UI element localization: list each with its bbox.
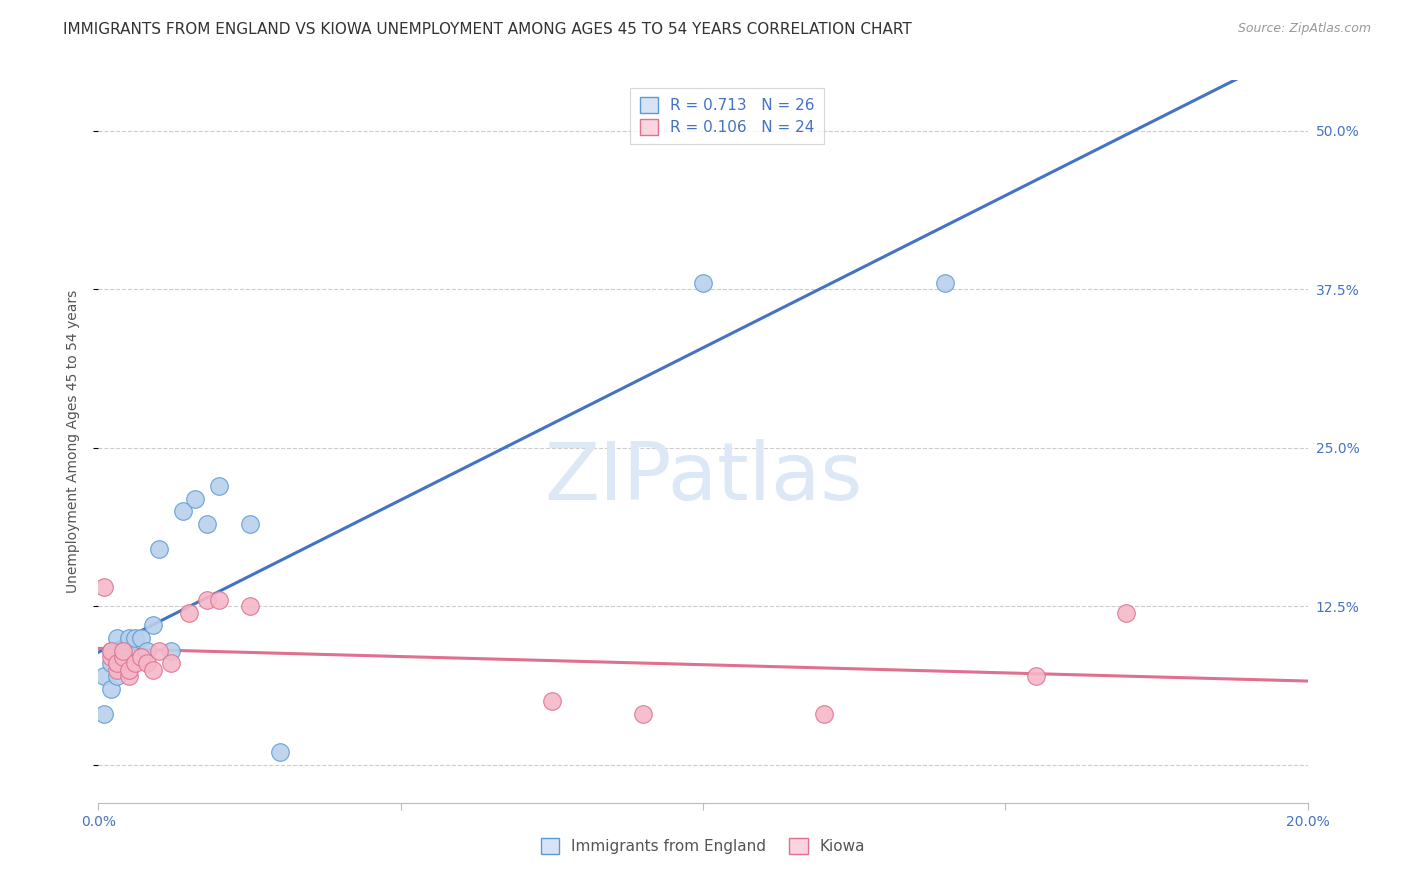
Point [148,643,170,657]
Point [142,618,165,632]
Point [195,516,218,531]
Y-axis label: Unemployment Among Ages 45 to 54 years: Unemployment Among Ages 45 to 54 years [66,290,80,593]
Point [208,593,231,607]
Text: IMMIGRANTS FROM ENGLAND VS KIOWA UNEMPLOYMENT AMONG AGES 45 TO 54 YEARS CORRELAT: IMMIGRANTS FROM ENGLAND VS KIOWA UNEMPLO… [63,22,912,37]
Point [118,631,141,645]
Point [160,657,183,671]
Point [111,643,134,657]
Point [148,542,170,557]
Point [813,707,835,722]
Point [142,663,165,677]
Point [269,745,291,759]
Point [105,669,128,683]
Point [93,669,115,683]
Point [100,681,122,696]
Point [105,663,128,677]
Point [129,631,152,645]
Point [160,643,183,657]
Point [239,516,262,531]
Point [124,657,146,671]
Point [111,650,134,665]
Point [105,657,128,671]
Text: ZIPatlas: ZIPatlas [544,439,862,516]
Point [100,643,122,657]
Legend: Immigrants from England, Kiowa: Immigrants from England, Kiowa [534,832,872,860]
Point [111,643,134,657]
Point [184,491,207,506]
Point [100,643,122,657]
Point [93,580,115,594]
Point [100,650,122,665]
Point [172,504,194,518]
Point [1115,606,1137,620]
Point [105,657,128,671]
Point [135,643,157,657]
Point [118,643,141,657]
Point [135,657,157,671]
Point [631,707,654,722]
Point [129,650,152,665]
Point [239,599,262,614]
Point [540,694,562,708]
Point [111,657,134,671]
Point [208,479,231,493]
Point [692,276,714,290]
Point [118,663,141,677]
Point [124,631,146,645]
Point [179,606,201,620]
Point [100,657,122,671]
Text: Source: ZipAtlas.com: Source: ZipAtlas.com [1237,22,1371,36]
Point [118,669,141,683]
Point [1024,669,1046,683]
Point [93,707,115,722]
Point [105,631,128,645]
Point [934,276,956,290]
Point [195,593,218,607]
